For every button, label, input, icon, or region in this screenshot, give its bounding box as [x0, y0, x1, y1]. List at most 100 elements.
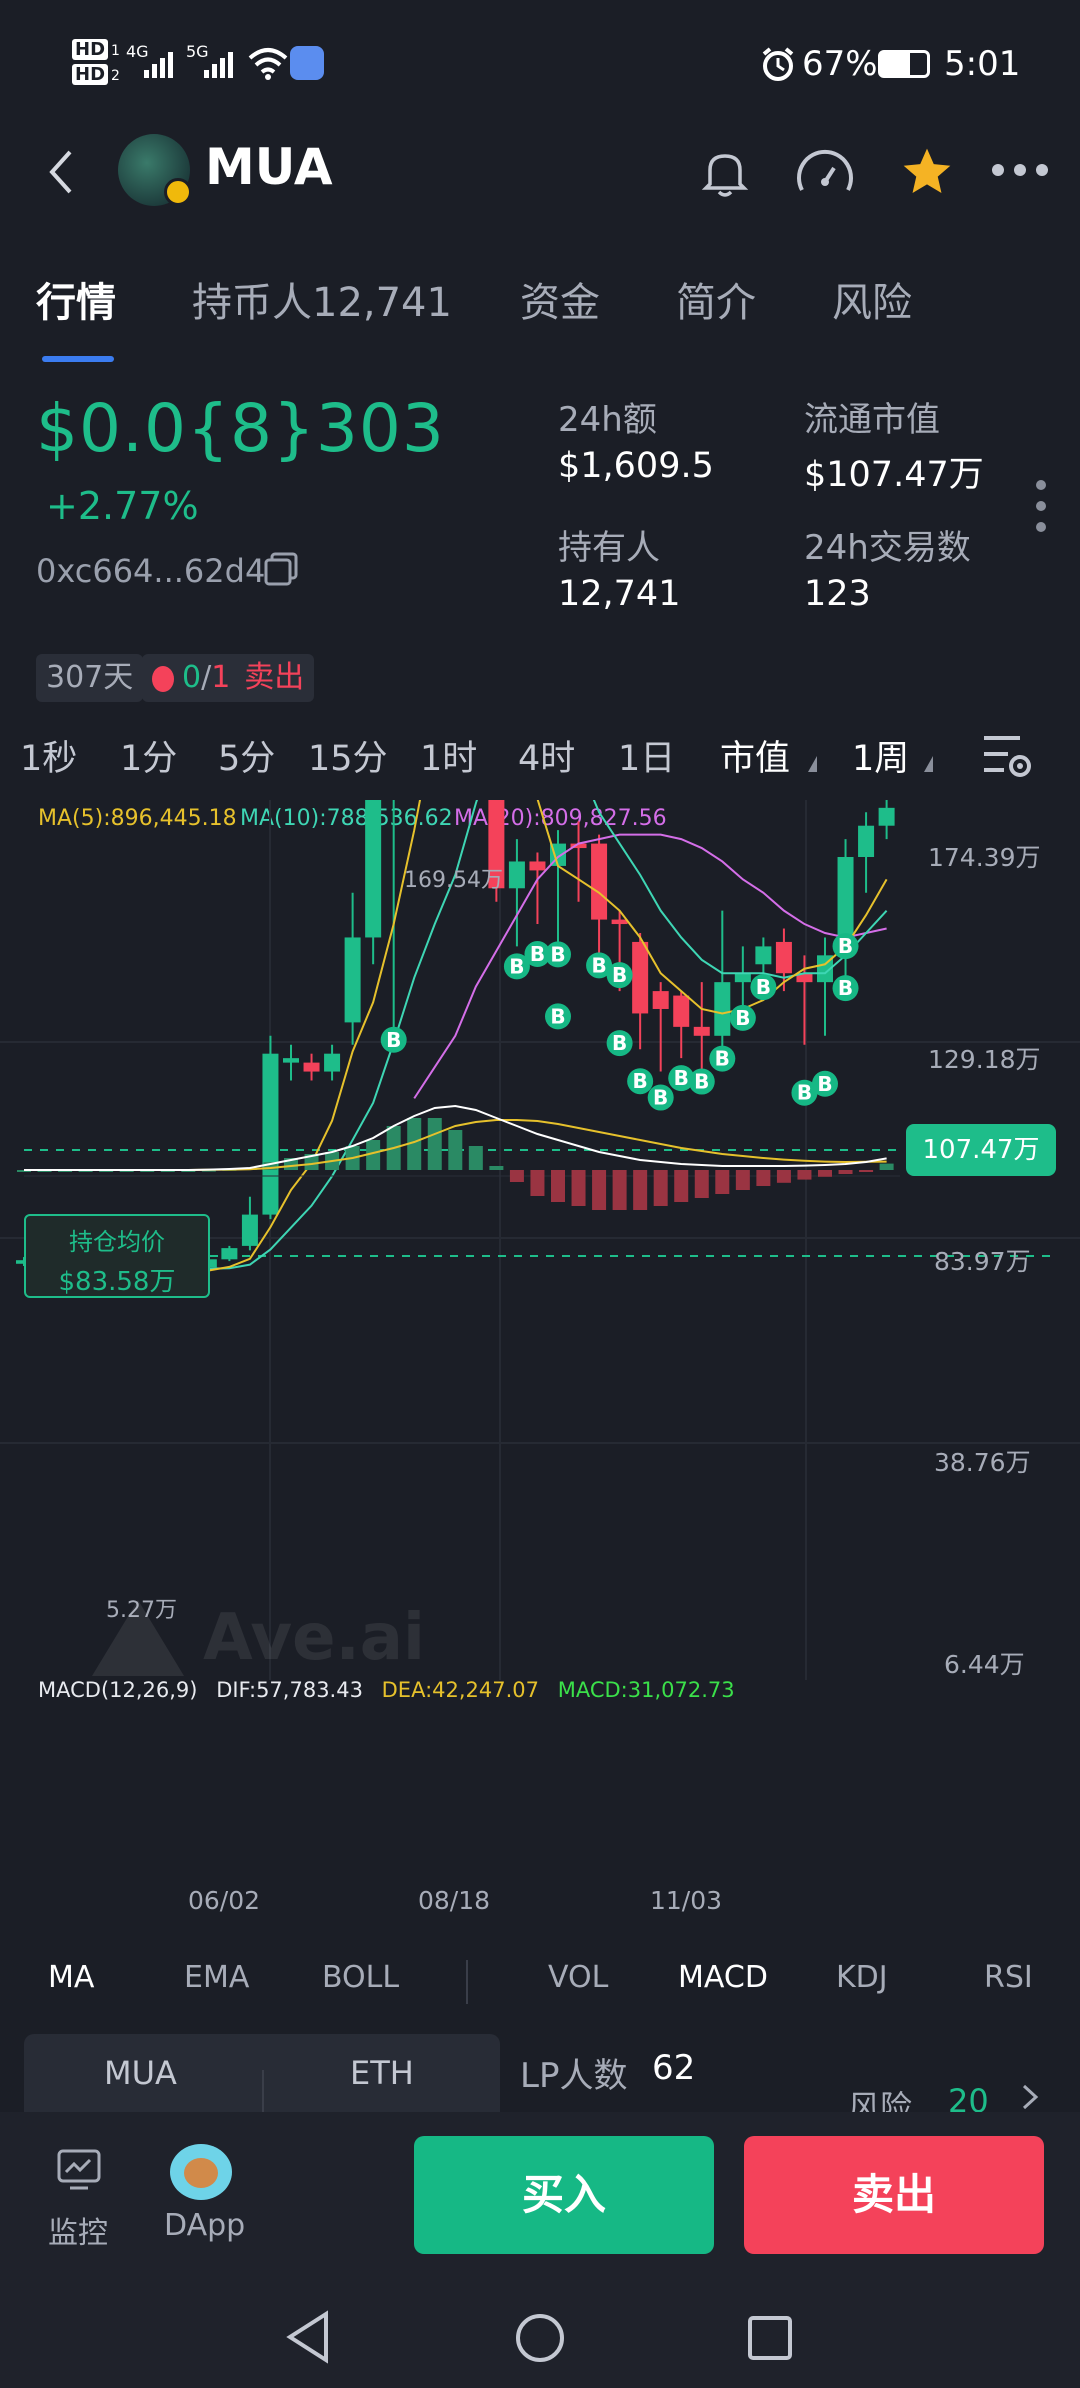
macd-value: MACD:31,072.73 [557, 1678, 735, 1702]
lp-count-value: 62 [652, 2048, 696, 2088]
volume-value: $1,609.5 [558, 446, 714, 486]
dropdown-arrow-icon [924, 756, 933, 772]
buy-marker [832, 933, 859, 960]
buy-marker [606, 962, 633, 989]
ma10-line [208, 800, 888, 1270]
more-icon[interactable] [990, 162, 1050, 178]
pair-token-b[interactable]: ETH [350, 2054, 414, 2092]
buy-marker-label: B [591, 953, 606, 977]
macd-histogram-bar [653, 1170, 668, 1206]
buy-marker [606, 1030, 633, 1057]
chart-settings-icon[interactable] [980, 732, 1034, 780]
candle-body [303, 1062, 320, 1072]
tx-count-label: 24h交易数 [804, 528, 971, 568]
macd-dif: DIF:57,783.43 [216, 1678, 363, 1702]
buy-marker [811, 1070, 838, 1097]
buy-marker [729, 1004, 756, 1031]
monitor-label[interactable]: 监控 [48, 2216, 108, 2251]
vertical-more-icon[interactable] [1034, 478, 1048, 534]
buy-marker-label: B [838, 934, 853, 958]
timeframe-1h[interactable]: 1时 [420, 739, 478, 779]
dapp-label[interactable]: DApp [164, 2208, 246, 2243]
candle-body [775, 941, 792, 974]
indicator-kdj[interactable]: KDJ [836, 1960, 888, 1995]
monitor-icon[interactable] [56, 2148, 102, 2192]
market-cap-label: 流通市值 [804, 400, 940, 440]
macd-histogram-bar [427, 1118, 442, 1170]
macd-histogram-bar [735, 1170, 750, 1190]
back-nav-icon[interactable] [284, 2310, 334, 2364]
candle-body [837, 857, 854, 956]
contract-address: 0xc664...62d4 [36, 552, 266, 590]
favorite-star-icon[interactable] [898, 144, 956, 200]
ma20-line [413, 833, 887, 1099]
buy-marker-label: B [550, 1004, 565, 1028]
trade-sep: / [201, 660, 212, 695]
speedometer-icon[interactable] [794, 144, 856, 206]
candle-body [632, 941, 649, 1014]
tab-intro[interactable]: 简介 [676, 280, 756, 326]
token-avatar [118, 134, 192, 206]
candle-body [344, 937, 361, 1023]
indicator-ma[interactable]: MA [48, 1960, 95, 1995]
indicator-vol[interactable]: VOL [548, 1960, 609, 1995]
trade-badge[interactable]: 0/1 卖出 [142, 654, 315, 702]
sell-button[interactable]: 卖出 [744, 2136, 1044, 2254]
bell-icon[interactable] [698, 146, 752, 200]
timeframe-1m[interactable]: 1分 [120, 739, 178, 779]
sim1-index: 1 [111, 43, 120, 59]
sim2-index: 2 [111, 68, 120, 84]
ma5-line [106, 800, 888, 1274]
timeframe-4h[interactable]: 4时 [518, 739, 576, 779]
buy-button[interactable]: 买入 [414, 2136, 714, 2254]
tab-funds[interactable]: 资金 [520, 280, 600, 326]
buy-marker-label: B [612, 1031, 627, 1055]
tab-holders[interactable]: 持币人12,741 [192, 280, 452, 326]
holders-value: 12,741 [558, 574, 681, 614]
buy-marker [380, 1026, 407, 1053]
macd-histogram-bar [715, 1170, 730, 1194]
network-4g: 4G [126, 42, 149, 61]
macd-title: MACD(12,26,9) [38, 1678, 198, 1702]
recents-nav-icon[interactable] [746, 2314, 794, 2362]
copy-icon[interactable] [262, 550, 300, 588]
tab-risk[interactable]: 风险 [832, 280, 912, 326]
candle-body [508, 861, 525, 889]
x-axis-label: 11/03 [650, 1886, 723, 1915]
indicator-rsi[interactable]: RSI [984, 1960, 1033, 1995]
buy-marker-label: B [674, 1066, 689, 1090]
macd-histogram-bar [633, 1170, 648, 1210]
low-price-label: 5.27万 [106, 1592, 177, 1624]
home-nav-icon[interactable] [514, 2312, 566, 2364]
back-icon[interactable] [46, 148, 78, 196]
timeframe-1d[interactable]: 1日 [618, 739, 676, 779]
avg-position-value: $83.58万 [58, 1267, 176, 1297]
pair-token-a[interactable]: MUA [104, 2054, 177, 2092]
indicator-ema[interactable]: EMA [184, 1960, 250, 1995]
alarm-icon [762, 47, 794, 81]
candle-body [796, 973, 813, 983]
token-price: $0.0{8}303 [36, 390, 445, 467]
indicator-boll[interactable]: BOLL [322, 1960, 400, 1995]
timeframe-1w[interactable]: 1周 [852, 739, 910, 779]
candle-body [570, 843, 587, 849]
buy-marker-label: B [653, 1086, 668, 1110]
buy-marker-label: B [817, 1072, 832, 1096]
timeframe-1s[interactable]: 1秒 [20, 739, 78, 779]
timeframe-15m[interactable]: 15分 [308, 739, 388, 779]
timeframe-5m[interactable]: 5分 [218, 739, 276, 779]
buy-marker-label: B [530, 942, 545, 966]
battery-percent: 67% [802, 44, 878, 84]
buy-marker-label: B [694, 1070, 709, 1094]
indicator-macd[interactable]: MACD [678, 1960, 768, 1995]
tab-market[interactable]: 行情 [36, 280, 116, 326]
candle-body [529, 861, 546, 871]
buy-marker [627, 1068, 654, 1095]
tx-count-value: 123 [804, 574, 871, 614]
mode-market-cap[interactable]: 市值 [720, 739, 791, 779]
dapp-icon[interactable] [170, 2144, 232, 2200]
sim2-badge: HD [72, 64, 109, 85]
network-5g: 5G [186, 42, 209, 61]
chevron-right-icon[interactable] [1020, 2082, 1042, 2112]
